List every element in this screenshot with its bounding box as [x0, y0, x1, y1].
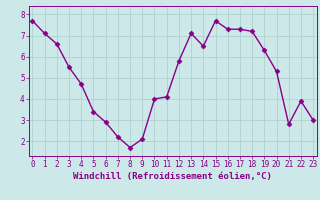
- X-axis label: Windchill (Refroidissement éolien,°C): Windchill (Refroidissement éolien,°C): [73, 172, 272, 181]
